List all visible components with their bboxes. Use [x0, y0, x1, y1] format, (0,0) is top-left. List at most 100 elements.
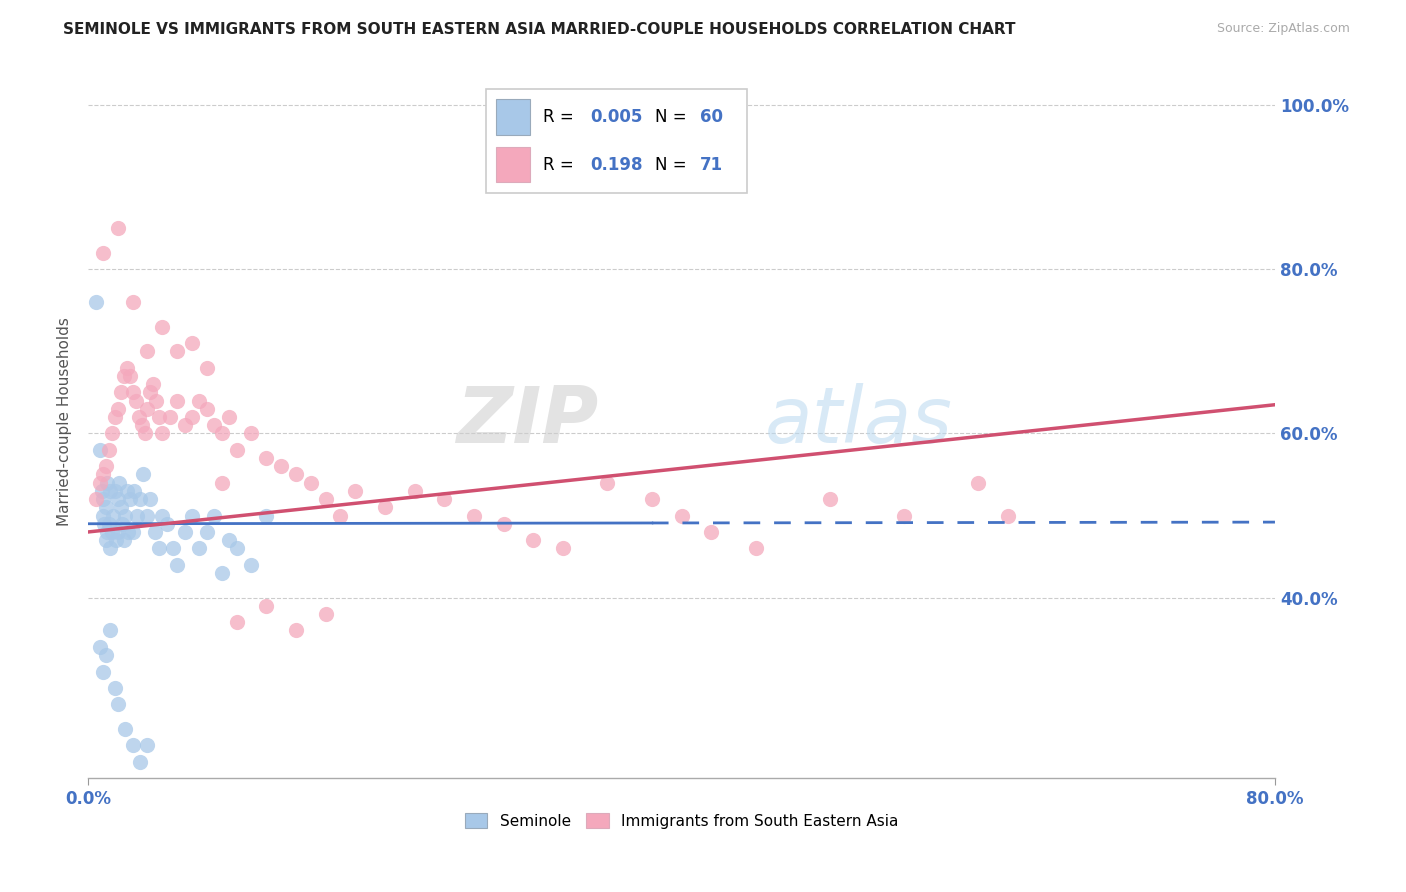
Point: [700, 524, 723, 539]
Point: [202, 508, 225, 523]
Point: [96, 475, 118, 490]
Text: Source: ZipAtlas.com: Source: ZipAtlas.com: [1216, 22, 1350, 36]
Point: [344, 483, 367, 498]
Point: [94, 459, 117, 474]
Point: [315, 492, 337, 507]
Point: [211, 475, 233, 490]
Point: [104, 681, 127, 695]
Point: [89, 442, 111, 457]
Text: ZIP: ZIP: [456, 384, 599, 459]
Point: [139, 385, 162, 400]
Point: [254, 451, 277, 466]
Point: [463, 508, 485, 523]
Point: [127, 508, 149, 523]
Point: [136, 508, 159, 523]
Point: [121, 385, 143, 400]
Point: [218, 410, 240, 425]
Point: [90, 483, 112, 498]
Point: [89, 640, 111, 654]
Point: [596, 475, 619, 490]
Point: [240, 558, 263, 572]
Point: [374, 500, 396, 515]
Point: [254, 599, 277, 613]
Point: [124, 393, 146, 408]
Point: [188, 541, 211, 556]
Point: [166, 393, 188, 408]
Point: [195, 360, 218, 375]
Point: [139, 492, 162, 507]
Point: [270, 459, 292, 474]
Point: [94, 500, 117, 515]
Point: [89, 475, 111, 490]
Point: [240, 426, 263, 441]
Legend: Seminole, Immigrants from South Eastern Asia: Seminole, Immigrants from South Eastern …: [458, 806, 904, 835]
Point: [107, 221, 129, 235]
Point: [129, 492, 152, 507]
Point: [134, 426, 156, 441]
Point: [94, 648, 117, 662]
Point: [128, 410, 150, 425]
Point: [315, 607, 337, 621]
Point: [671, 508, 693, 523]
Point: [893, 508, 915, 523]
Point: [107, 401, 129, 416]
Point: [156, 516, 179, 531]
Point: [195, 401, 218, 416]
Point: [100, 624, 122, 638]
Point: [404, 483, 426, 498]
Point: [107, 492, 129, 507]
Point: [93, 516, 115, 531]
Point: [117, 524, 139, 539]
Text: atlas: atlas: [765, 384, 952, 459]
Point: [225, 541, 247, 556]
Point: [181, 410, 204, 425]
Point: [818, 492, 841, 507]
Point: [112, 369, 135, 384]
Point: [329, 508, 352, 523]
Text: SEMINOLE VS IMMIGRANTS FROM SOUTH EASTERN ASIA MARRIED-COUPLE HOUSEHOLDS CORRELA: SEMINOLE VS IMMIGRANTS FROM SOUTH EASTER…: [63, 22, 1015, 37]
Point: [188, 393, 211, 408]
Point: [433, 492, 456, 507]
Point: [745, 541, 768, 556]
Point: [118, 492, 141, 507]
Point: [101, 524, 124, 539]
Point: [91, 245, 114, 260]
Point: [254, 508, 277, 523]
Point: [150, 508, 173, 523]
Point: [148, 410, 170, 425]
Point: [114, 722, 136, 736]
Point: [121, 739, 143, 753]
Point: [136, 401, 159, 416]
Point: [492, 516, 515, 531]
Point: [110, 500, 132, 515]
Point: [122, 483, 145, 498]
Point: [91, 508, 114, 523]
Point: [136, 739, 159, 753]
Point: [91, 467, 114, 482]
Point: [103, 508, 125, 523]
Point: [284, 624, 307, 638]
Point: [114, 508, 136, 523]
Point: [112, 533, 135, 548]
Point: [110, 385, 132, 400]
Point: [211, 566, 233, 580]
Point: [107, 698, 129, 712]
Point: [121, 295, 143, 310]
Point: [211, 426, 233, 441]
Point: [225, 442, 247, 457]
Point: [522, 533, 544, 548]
Point: [91, 665, 114, 679]
Point: [100, 541, 122, 556]
Point: [143, 524, 166, 539]
Point: [91, 492, 114, 507]
Point: [108, 475, 131, 490]
Point: [162, 541, 184, 556]
Point: [104, 483, 127, 498]
Point: [641, 492, 664, 507]
Point: [115, 483, 138, 498]
Point: [105, 533, 128, 548]
Point: [100, 483, 122, 498]
Point: [181, 336, 204, 351]
Point: [159, 410, 181, 425]
Point: [202, 418, 225, 433]
